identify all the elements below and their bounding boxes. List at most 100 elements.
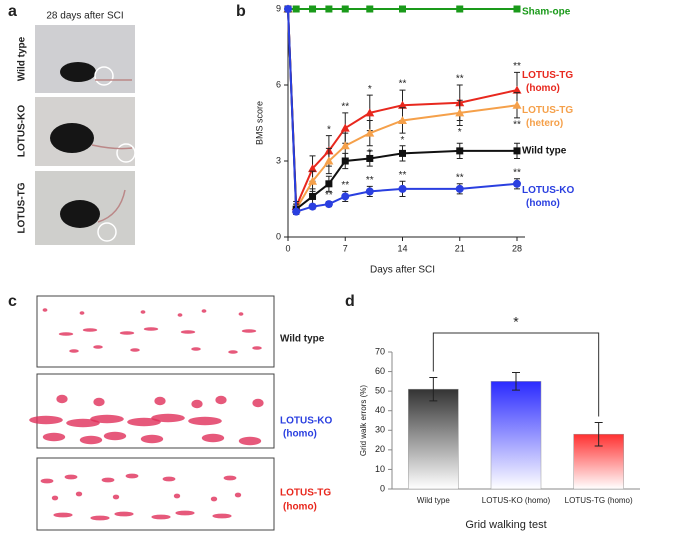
footprint [69, 349, 79, 353]
error-bar [594, 421, 603, 447]
footprint [75, 491, 83, 497]
y-tick-label: 20 [375, 444, 385, 454]
y-tick-label: 0 [380, 483, 385, 493]
footprint [51, 495, 59, 501]
marker [324, 156, 334, 165]
footprint [114, 511, 134, 517]
marker [308, 164, 318, 173]
marker [341, 157, 349, 165]
row-label: Wild type [280, 334, 325, 345]
marker [341, 192, 350, 201]
significance: ** [513, 167, 521, 178]
significance: ** [341, 180, 349, 191]
footprint [215, 395, 227, 405]
significance-bracket [432, 332, 600, 417]
x-axis-label: Days after SCI [370, 265, 435, 276]
marker [308, 202, 317, 211]
y-tick-label: 0 [276, 231, 281, 241]
error-bar [512, 372, 520, 391]
y-tick-label: 9 [276, 3, 281, 13]
marker [340, 141, 350, 150]
footprint [140, 310, 146, 314]
legend-label: Sham-ope [522, 7, 571, 18]
bar [408, 388, 459, 490]
footprint [130, 348, 140, 352]
significance: * [458, 127, 462, 138]
significance: ** [325, 190, 333, 201]
marker [325, 180, 333, 188]
significance: ** [456, 172, 464, 183]
footprint [201, 433, 225, 443]
marker [309, 5, 317, 13]
marker [365, 108, 375, 117]
footprint [241, 329, 257, 333]
legend-label: LOTUS-KO (homo) [522, 185, 574, 209]
footprint [42, 308, 48, 312]
marker [284, 5, 292, 13]
footprint [188, 416, 222, 426]
footprint [119, 331, 135, 335]
footprint [101, 477, 115, 483]
marker [398, 184, 407, 193]
row-label: Wild type [17, 36, 28, 81]
footprint [56, 394, 68, 404]
footprint [234, 492, 242, 498]
y-axis-label: Grid walk errors (%) [359, 385, 368, 456]
y-tick-label: 40 [375, 405, 385, 415]
footprint [173, 493, 181, 499]
x-axis-label: Grid walking test [465, 519, 546, 531]
y-tick-label: 3 [276, 155, 281, 165]
marker [366, 5, 374, 13]
footprint [180, 330, 196, 334]
marker [456, 147, 464, 155]
marker [513, 179, 521, 188]
marker [292, 207, 301, 216]
row-label: LOTUS-TG [17, 182, 28, 233]
x-tick-label: 7 [343, 243, 348, 253]
footprint [175, 510, 195, 516]
y-tick-label: 50 [375, 386, 385, 396]
footprint [103, 431, 127, 441]
footprint [143, 327, 159, 331]
marker [324, 200, 333, 209]
marker [341, 5, 349, 13]
row-label: LOTUS-KO [17, 105, 28, 157]
marker [513, 5, 521, 13]
x-tick-label: 14 [397, 243, 407, 253]
marker [455, 184, 464, 193]
significance: ** [366, 175, 374, 186]
footprint [112, 494, 120, 500]
row-sub: (homo) [283, 429, 317, 440]
row-label: LOTUS-TG [280, 488, 331, 499]
y-tick-label: 60 [375, 366, 385, 376]
footprint [191, 347, 201, 351]
footprints [29, 295, 275, 531]
footprint [201, 309, 207, 313]
panel-label: c [8, 293, 17, 310]
footprint [252, 346, 262, 350]
legend-line: LOTUS-TG [522, 105, 573, 116]
footprint [29, 415, 63, 425]
marker [309, 192, 317, 200]
photos [35, 25, 136, 245]
footprint [252, 398, 264, 408]
panel-label: d [345, 293, 355, 310]
footprint [42, 432, 66, 442]
panel-label: a [8, 3, 17, 20]
footprint [90, 414, 124, 424]
significance: * [401, 135, 405, 146]
footprint [210, 496, 218, 502]
footprint [177, 313, 183, 317]
row-label: LOTUS-KO [280, 416, 332, 427]
bar [490, 381, 542, 490]
footprint [40, 478, 54, 484]
footprint [82, 328, 98, 332]
footprint [151, 413, 185, 423]
marker [456, 5, 464, 13]
error-bar [429, 376, 438, 402]
marker [455, 108, 465, 117]
footprint [140, 434, 164, 444]
footprint [151, 514, 171, 520]
panel-label: b [236, 3, 246, 20]
